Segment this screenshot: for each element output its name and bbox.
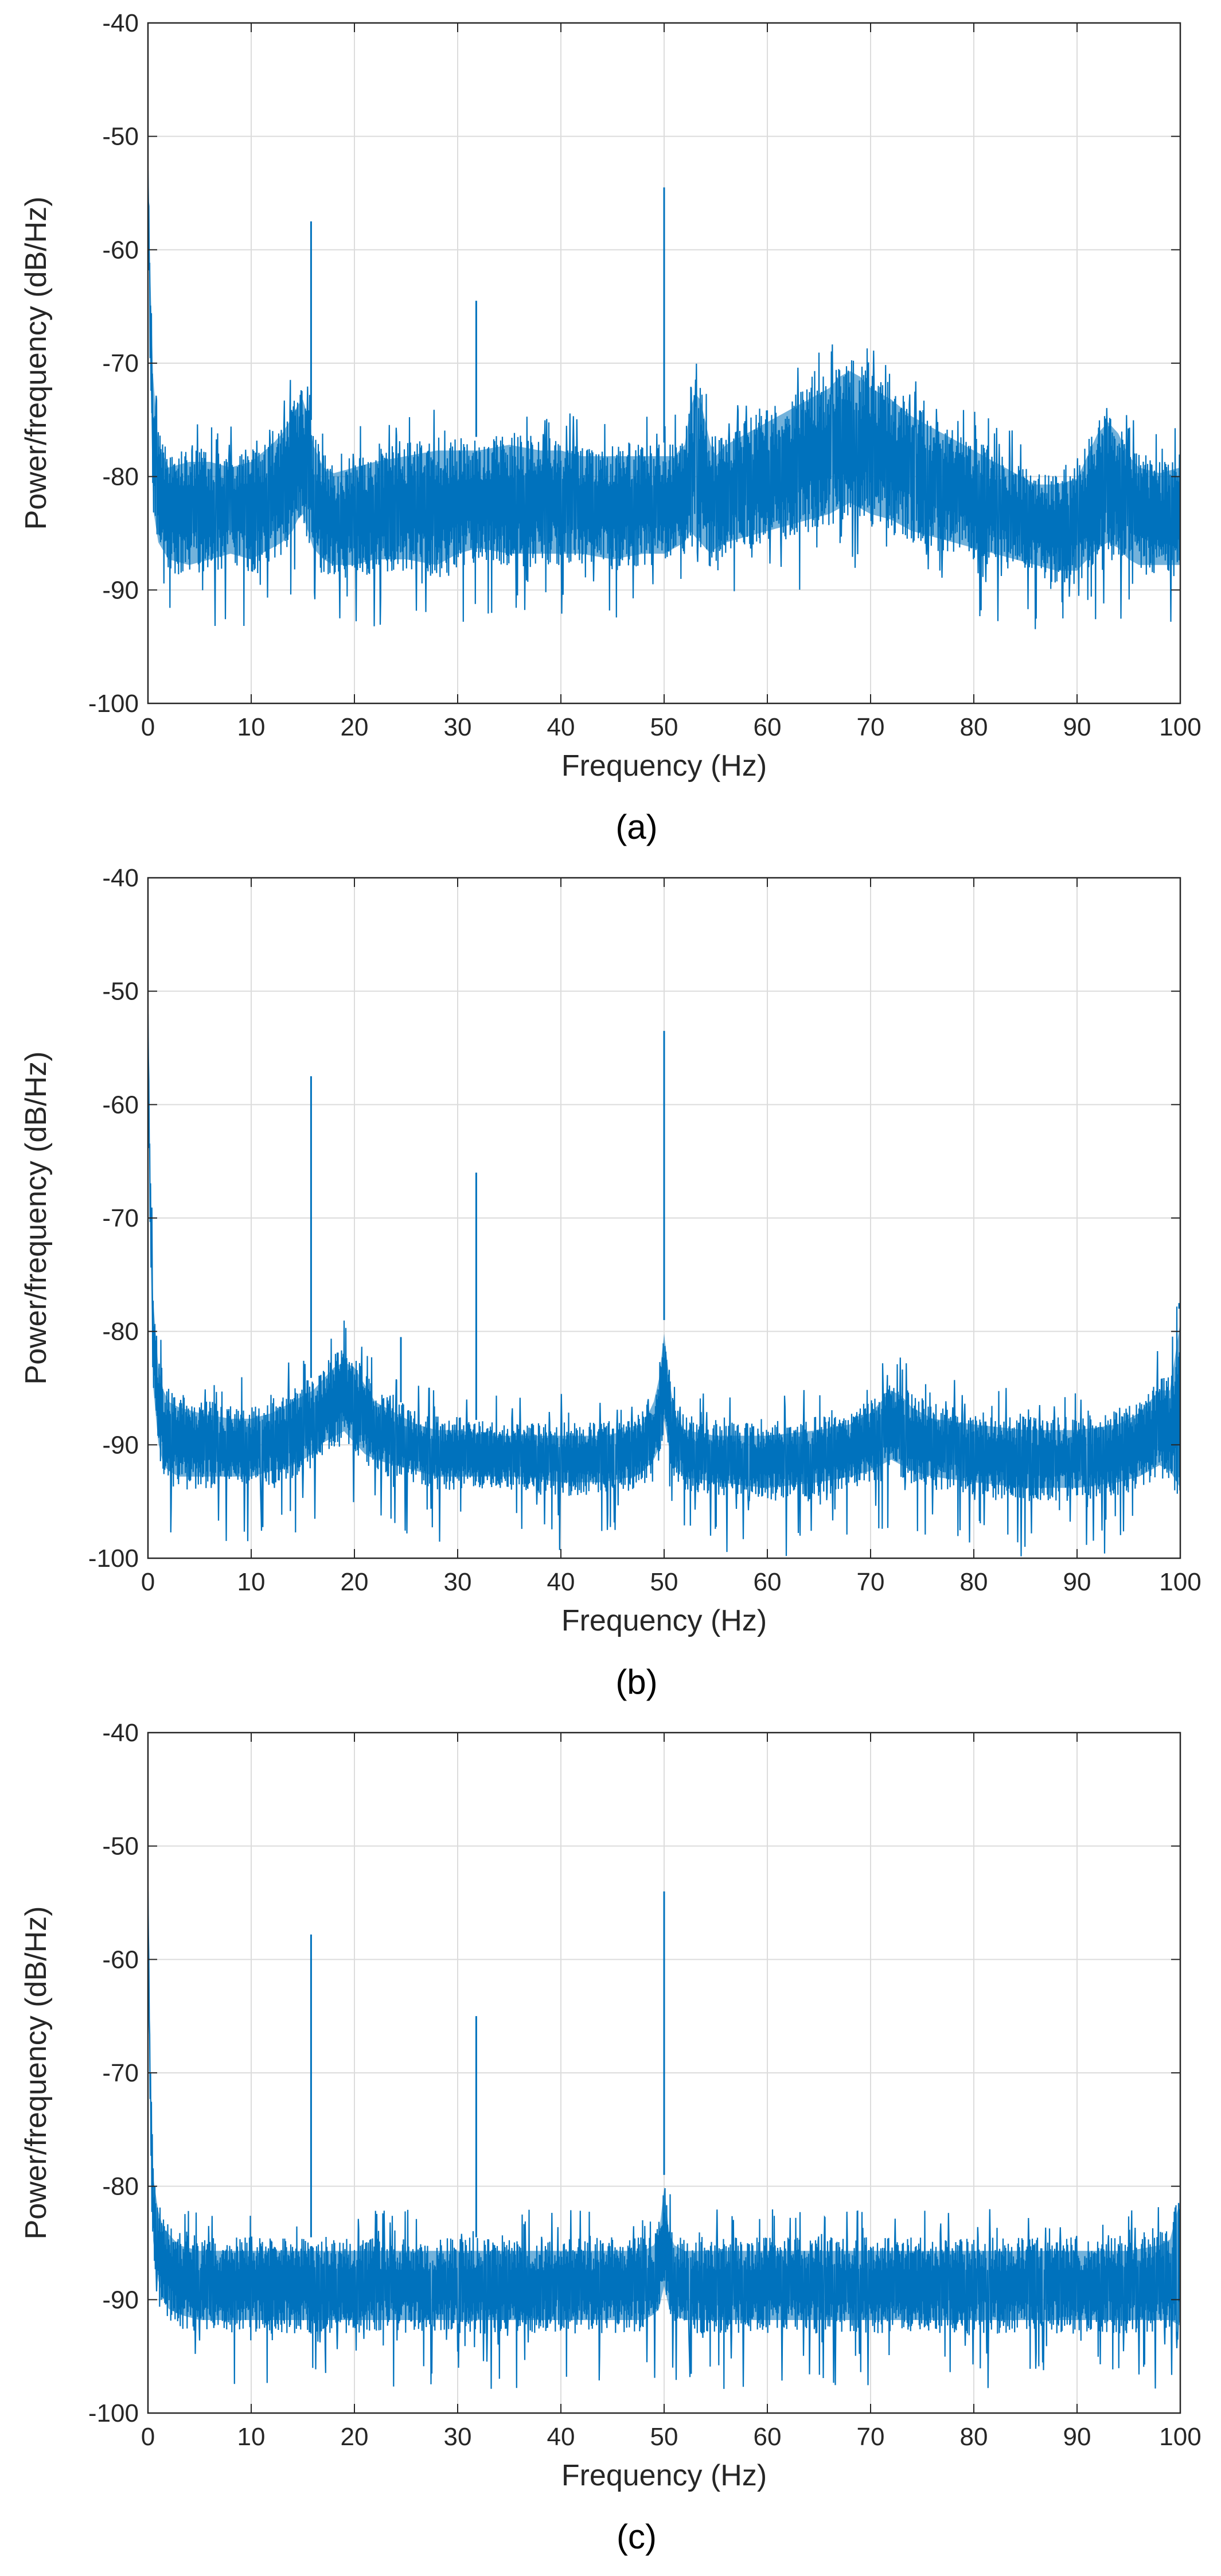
x-tick-label: 100 [1159,2423,1201,2451]
x-tick-label: 20 [341,1568,369,1596]
y-tick-label: -80 [102,1318,139,1346]
y-tick-label: -90 [102,576,139,604]
y-tick-label: -50 [102,123,139,151]
x-tick-label: 10 [237,1568,266,1596]
y-tick-label: -50 [102,1832,139,1861]
y-tick-label: -100 [88,690,139,718]
x-tick-label: 40 [547,1568,575,1596]
x-tick-label: 30 [444,1568,472,1596]
panel-caption: (a) [615,808,657,846]
y-tick-label: -80 [102,2173,139,2201]
y-tick-label: -70 [102,2059,139,2087]
x-tick-label: 60 [754,713,782,741]
y-tick-label: -60 [102,1091,139,1119]
y-tick-label: -40 [102,1719,139,1747]
x-tick-label: 60 [754,2423,782,2451]
x-axis-label: Frequency (Hz) [561,2459,767,2492]
y-tick-label: -100 [88,2399,139,2427]
x-tick-label: 100 [1159,1568,1201,1596]
x-tick-label: 0 [141,2423,155,2451]
x-tick-label: 70 [857,1568,885,1596]
panel-caption: (c) [617,2517,657,2556]
x-tick-label: 70 [857,713,885,741]
x-tick-label: 20 [341,713,369,741]
x-tick-label: 80 [960,1568,988,1596]
chart-panel-a: 0 10 20 30 40 50 60 70 80 90 100 -100 -90 -80 -70 -60 -5… [19,9,1202,846]
chart-panel-b: 0 10 20 30 40 50 60 70 80 90 100 -100 -90 -80 -70 -60 -5… [19,864,1202,1701]
y-tick-label: -50 [102,978,139,1006]
x-tick-label: 80 [960,2423,988,2451]
x-tick-label: 30 [444,713,472,741]
x-tick-label: 40 [547,2423,575,2451]
x-tick-label: 90 [1063,1568,1091,1596]
y-tick-label: -80 [102,463,139,491]
y-tick-label: -90 [102,1431,139,1459]
y-axis-label: Power/frequency (dB/Hz) [19,1052,53,1385]
psd-band [148,1000,1180,1488]
x-tick-label: 50 [650,713,678,741]
x-tick-label: 30 [444,2423,472,2451]
panel-caption: (b) [615,1663,657,1701]
x-tick-label: 90 [1063,713,1091,741]
x-tick-label: 50 [650,1568,678,1596]
y-tick-label: -70 [102,349,139,378]
x-tick-label: 10 [237,2423,266,2451]
x-axis-label: Frequency (Hz) [561,749,767,783]
x-tick-label: 0 [141,1568,155,1596]
chart-panel-c: 0 10 20 30 40 50 60 70 80 90 100 -100 -90 -80 -70 -60 -5… [19,1719,1202,2556]
x-tick-label: 70 [857,2423,885,2451]
x-axis-label: Frequency (Hz) [561,1604,767,1637]
x-tick-label: 80 [960,713,988,741]
y-tick-label: -60 [102,1945,139,1974]
y-axis-label: Power/frequency (dB/Hz) [19,1906,53,2240]
x-tick-label: 60 [754,1568,782,1596]
x-tick-label: 20 [341,2423,369,2451]
y-tick-label: -40 [102,9,139,37]
psd-band [148,157,1180,571]
x-tick-label: 40 [547,713,575,741]
x-tick-label: 50 [650,2423,678,2451]
y-tick-label: -40 [102,864,139,892]
psd-band [148,1878,1180,2326]
y-tick-label: -100 [88,1544,139,1573]
y-tick-label: -60 [102,236,139,264]
x-tick-label: 100 [1159,713,1201,741]
x-tick-label: 10 [237,713,266,741]
x-tick-label: 0 [141,713,155,741]
y-tick-label: -70 [102,1204,139,1232]
y-axis-label: Power/frequency (dB/Hz) [19,197,53,530]
x-tick-label: 90 [1063,2423,1091,2451]
y-tick-label: -90 [102,2286,139,2314]
